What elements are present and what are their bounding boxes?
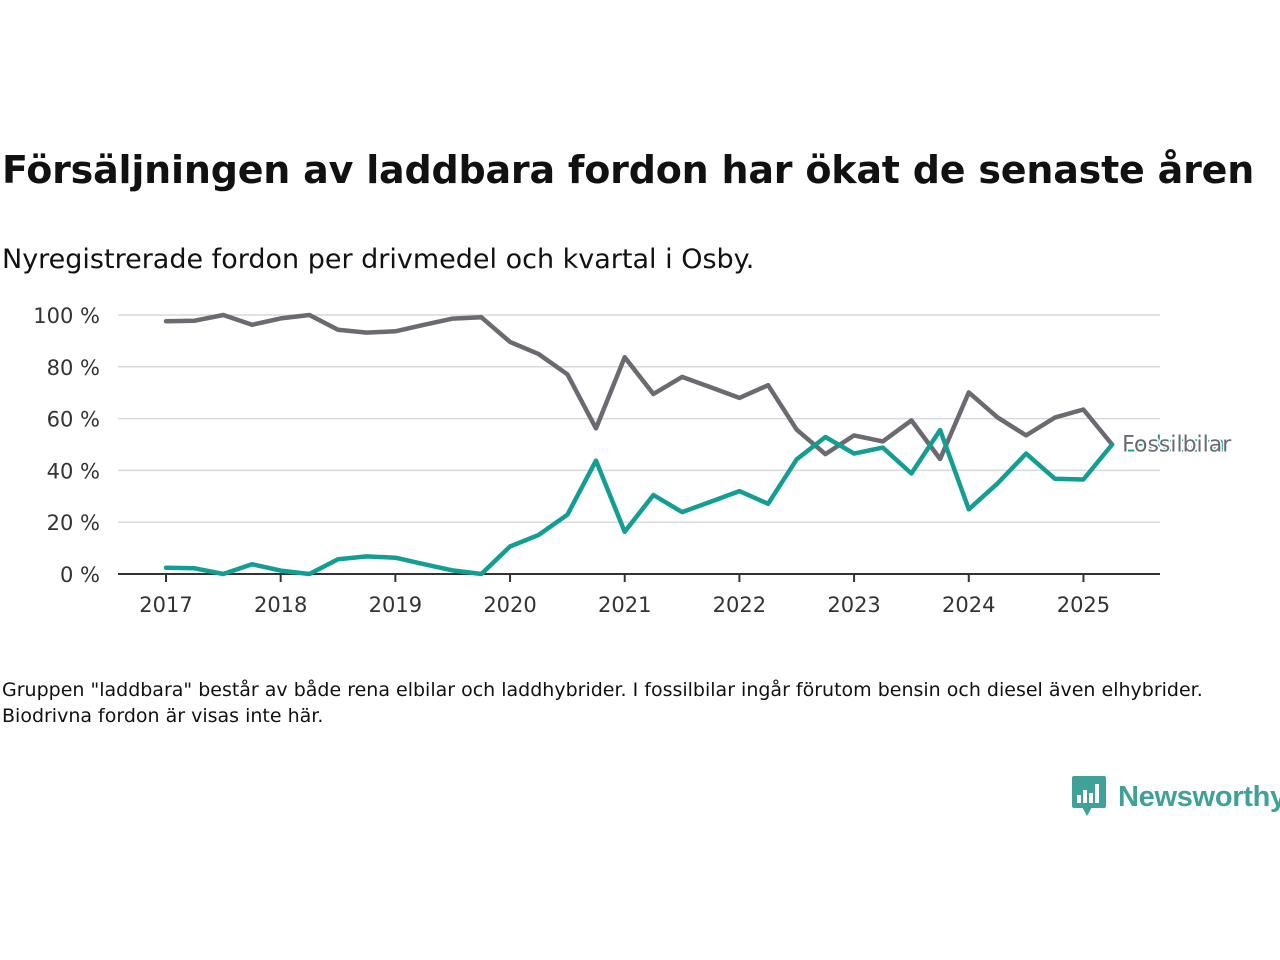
brand-name: Newsworthy <box>1118 780 1280 813</box>
series-label-fossilbilar: Fossilbilar <box>1122 433 1232 458</box>
newsworthy-brand[interactable]: Newsworthy <box>1072 776 1280 818</box>
line-chart: 0 % 20 % 40 % 60 % 80 % 100 % 2017 2018 2019 202… <box>33 304 1234 617</box>
x-tick-label: 2022 <box>713 593 766 617</box>
gridlines <box>118 314 1160 523</box>
x-tick-label: 2025 <box>1057 593 1110 617</box>
series-lines <box>163 312 1115 577</box>
x-tick-label: 2018 <box>254 593 307 617</box>
chart-subtitle: Nyregistrerade fordon per drivmedel och … <box>2 244 755 275</box>
y-tick-label: 80 % <box>47 356 100 380</box>
y-axis-ticks: 0 % 20 % 40 % 60 % 80 % 100 % <box>33 304 100 587</box>
x-tick-label: 2024 <box>942 593 995 617</box>
footnote: Gruppen "laddbara" består av både rena e… <box>2 679 1203 727</box>
x-tick-label: 2021 <box>598 593 651 617</box>
newsworthy-logo-icon <box>1072 776 1106 816</box>
series-label-laddbara: Laddbara <box>1122 433 1226 458</box>
y-tick-label: 0 % <box>60 563 100 587</box>
series-line-fossilbilar <box>163 312 1115 462</box>
chart-title: Försäljningen av laddbara fordon har öka… <box>2 148 1255 192</box>
x-tick-label: 2019 <box>369 593 422 617</box>
series-line-laddbara <box>163 427 1115 577</box>
x-tick-label: 2023 <box>827 593 880 617</box>
y-tick-label: 40 % <box>47 459 100 483</box>
x-axis: 2017 2018 2019 2020 2021 2022 2023 2024 2025 <box>118 573 1160 617</box>
y-tick-label: 20 % <box>47 511 100 535</box>
y-tick-label: 100 % <box>33 304 100 328</box>
x-tick-label: 2020 <box>483 593 536 617</box>
x-tick-label: 2017 <box>139 593 192 617</box>
y-tick-label: 60 % <box>47 408 100 432</box>
